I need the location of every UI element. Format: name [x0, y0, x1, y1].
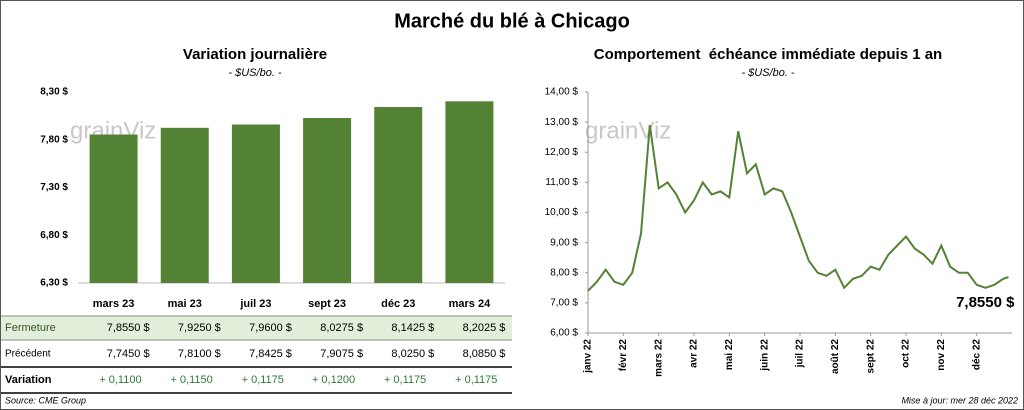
bar — [303, 118, 352, 284]
cell: 7,7450 $ — [107, 348, 150, 360]
last-value-label: 7,8550 $ — [956, 294, 1015, 311]
x-tick-label: juil 23 — [239, 298, 271, 310]
x-tick-label: sept 23 — [308, 298, 346, 310]
y-tick-label: 6,80 $ — [40, 230, 68, 241]
chart-title: Comportement échéance immédiate depuis 1… — [594, 46, 942, 63]
x-tick-label: juil 22 — [795, 339, 806, 369]
x-tick-label: juin 22 — [759, 339, 770, 372]
x-tick-label: oct 22 — [901, 339, 912, 368]
close-value: 8,0275 $ — [320, 322, 363, 334]
chart-subtitle: - $US/bo. - — [228, 67, 282, 79]
row-label: Précédent — [5, 349, 51, 360]
close-value: 7,9600 $ — [249, 322, 292, 334]
watermark: grainViz — [585, 117, 671, 144]
x-tick-label: août 22 — [830, 339, 841, 374]
cell: + 0,1175 — [384, 374, 426, 386]
y-tick-label: 7,80 $ — [40, 134, 68, 145]
price-line — [587, 124, 1009, 292]
cell: + 0,1175 — [242, 374, 284, 386]
x-tick-label: nov 22 — [936, 339, 947, 371]
y-tick-label: 14,00 $ — [545, 87, 579, 98]
y-tick-label: 13,00 $ — [545, 117, 579, 128]
x-tick-label: mai 23 — [168, 298, 202, 310]
update: Mise à jour: mer 28 déc 2022 — [901, 395, 1018, 405]
x-tick-label: sept 22 — [865, 339, 876, 374]
source: Source: CME Group — [5, 395, 86, 405]
cell: + 0,1200 — [312, 374, 355, 386]
x-tick-label: mars 24 — [449, 298, 491, 310]
y-tick-label: 8,00 $ — [550, 267, 578, 278]
y-tick-label: 11,00 $ — [545, 177, 578, 188]
y-tick-label: 12,00 $ — [545, 147, 579, 158]
y-tick-label: 6,00 $ — [550, 328, 578, 339]
close-value: 7,8550 $ — [107, 322, 150, 334]
row-label: Fermeture — [5, 322, 56, 334]
x-tick-label: févr 22 — [618, 339, 629, 372]
cell: 7,9075 $ — [320, 348, 363, 360]
cell: 8,0250 $ — [391, 348, 434, 360]
bar — [374, 107, 423, 283]
row-label: Variation — [5, 374, 52, 386]
cell: + 0,1175 — [455, 374, 497, 386]
x-tick-label: avr 22 — [689, 339, 700, 368]
close-value: 8,1425 $ — [391, 322, 434, 334]
y-tick-label: 9,00 $ — [550, 237, 578, 248]
bar — [89, 134, 138, 283]
cell: + 0,1100 — [99, 374, 141, 386]
y-tick-label: 7,30 $ — [40, 182, 68, 193]
x-tick-label: mars 23 — [93, 298, 135, 310]
x-tick-label: déc 23 — [381, 298, 415, 310]
bar — [160, 127, 209, 283]
cell: 7,8100 $ — [178, 348, 221, 360]
page-title: Marché du blé à Chicago — [394, 10, 630, 32]
y-tick-label: 10,00 $ — [545, 207, 579, 218]
close-value: 8,2025 $ — [463, 322, 506, 334]
bar — [231, 124, 280, 283]
x-tick-label: mars 22 — [653, 339, 664, 377]
y-tick-label: 6,30 $ — [40, 278, 68, 289]
chart-subtitle: - $US/bo. - — [741, 67, 795, 79]
y-tick-label: 7,00 $ — [550, 298, 578, 309]
cell: 7,8425 $ — [249, 348, 292, 360]
x-tick-label: déc 22 — [971, 339, 982, 371]
bar — [445, 101, 494, 283]
chart-title: Variation journalière — [183, 46, 327, 63]
cell: 8,0850 $ — [463, 348, 506, 360]
x-tick-label: janv 22 — [583, 339, 594, 374]
close-value: 7,9250 $ — [178, 322, 221, 334]
x-tick-label: mai 22 — [724, 339, 735, 371]
cell: + 0,1150 — [170, 374, 212, 386]
close-row-bg — [1, 316, 512, 340]
y-tick-label: 8,30 $ — [40, 87, 68, 98]
